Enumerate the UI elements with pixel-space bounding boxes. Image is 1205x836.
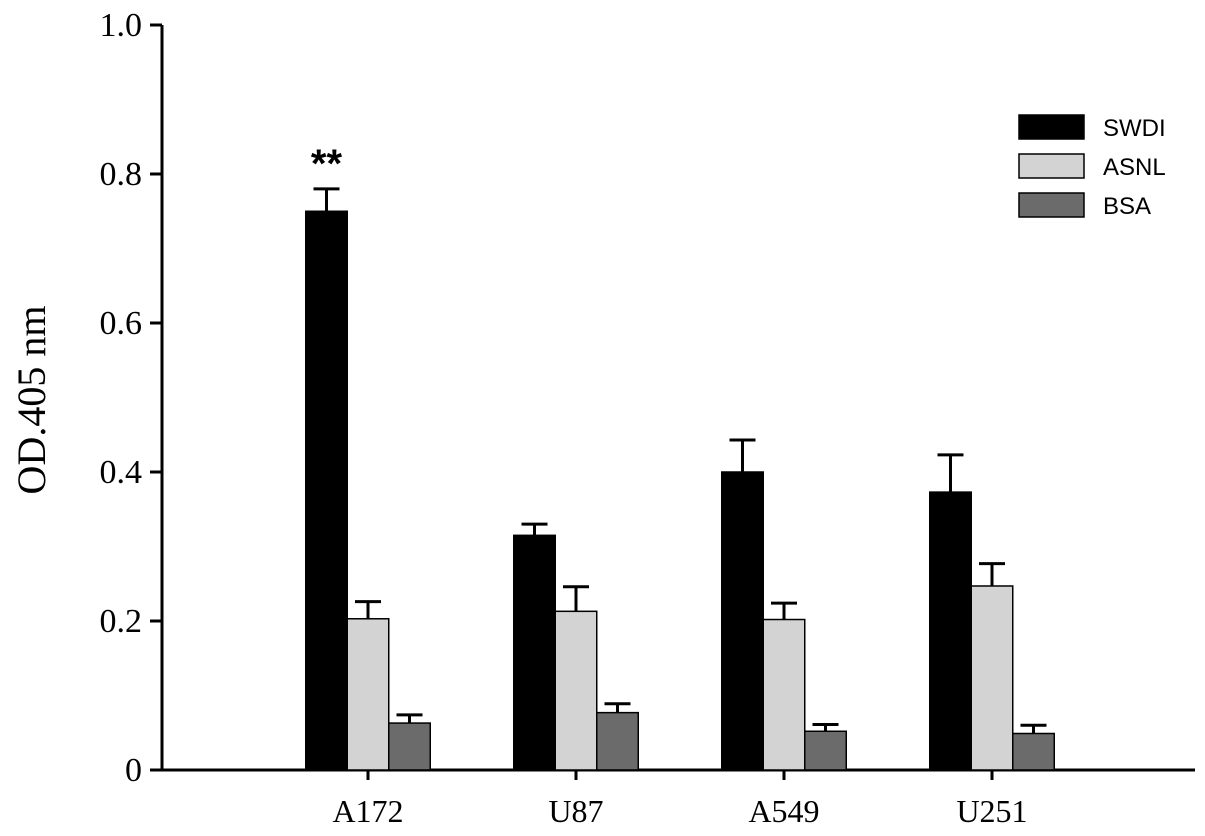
legend-label-asnl: ASNL: [1103, 154, 1166, 181]
legend-label-swdi: SWDI: [1103, 115, 1166, 142]
y-tick-label: 0.2: [100, 603, 143, 640]
bar-bsa-a549: [804, 730, 847, 771]
bar-asnl-a172: [346, 618, 390, 771]
y-tick-label: 0.8: [100, 156, 143, 193]
legend: SWDI ASNL BSA: [1018, 114, 1166, 220]
x-tick-label: A549: [748, 793, 819, 829]
y-axis-label: OD.405 nm: [9, 306, 54, 495]
bar-swdi-a549: [721, 471, 764, 771]
significance-annotation: **: [311, 142, 343, 186]
x-tick-label: A172: [332, 793, 403, 829]
bar-asnl-u251: [970, 585, 1014, 771]
legend-swatch-swdi: [1018, 114, 1085, 140]
y-tick-label: 0: [125, 752, 142, 789]
bar-swdi-u87: [513, 534, 556, 771]
bar-bsa-a172: [388, 722, 431, 771]
legend-swatch-bsa: [1018, 192, 1085, 218]
bar-swdi-u251: [929, 491, 972, 771]
y-tick-label: 0.6: [100, 305, 143, 342]
legend-label-bsa: BSA: [1103, 193, 1151, 220]
bar-asnl-u87: [554, 610, 598, 771]
bar-asnl-a549: [762, 618, 806, 771]
y-tick-label: 1.0: [100, 7, 143, 44]
bar-bsa-u251: [1012, 732, 1055, 771]
bars: **: [305, 142, 1055, 771]
bar-swdi-a172: [305, 210, 348, 771]
bar-bsa-u87: [596, 711, 639, 771]
y-tick-label: 0.4: [100, 454, 143, 491]
x-tick-label: U251: [956, 793, 1027, 829]
x-tick-label: U87: [548, 793, 603, 829]
legend-swatch-asnl: [1018, 153, 1085, 179]
